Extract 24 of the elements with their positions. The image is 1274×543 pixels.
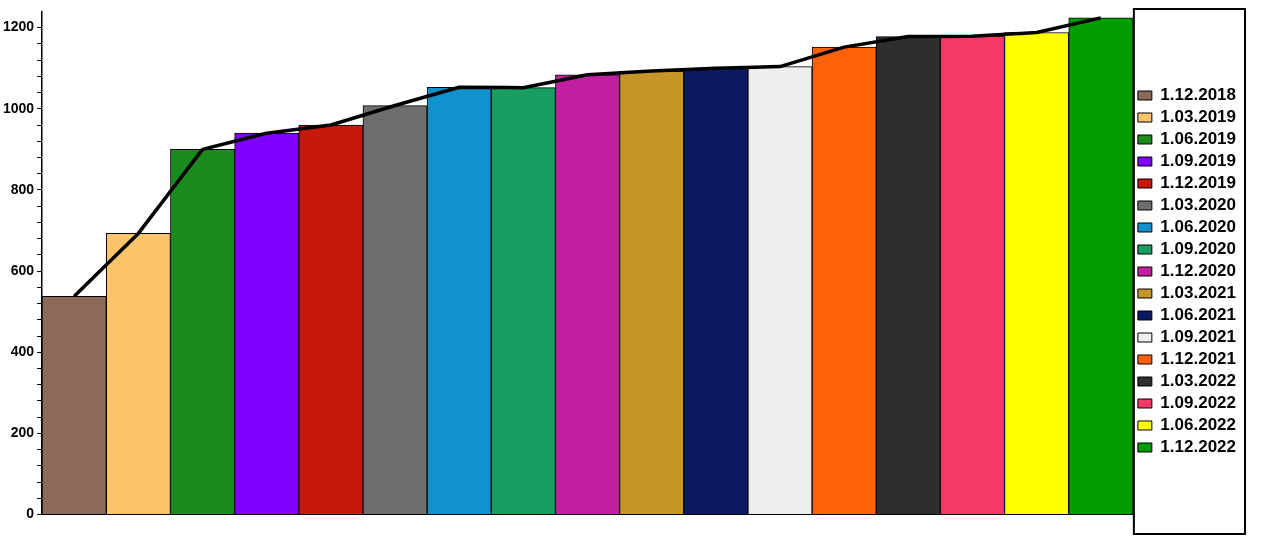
y-tick-label: 1000 (2, 99, 35, 116)
legend-label: 1.06.2019 (1160, 129, 1237, 149)
legend-label: 1.12.2021 (1160, 349, 1237, 369)
legend-label: 1.09.2019 (1160, 151, 1237, 171)
legend-label: 1.06.2022 (1160, 415, 1237, 435)
legend-label: 1.09.2022 (1160, 393, 1237, 413)
legend-label: 1.03.2022 (1160, 371, 1237, 391)
y-tick-label: 200 (10, 424, 35, 441)
legend-label: 1.12.2019 (1160, 173, 1237, 193)
legend-label: 1.12.2020 (1160, 261, 1237, 281)
y-tick-label: 800 (10, 180, 35, 197)
legend-label: 1.03.2020 (1160, 195, 1237, 215)
legend-label: 1.12.2022 (1160, 437, 1237, 457)
legend-label: 1.06.2020 (1160, 217, 1237, 237)
y-tick-label: 0 (26, 505, 35, 522)
legend-label: 1.06.2021 (1160, 305, 1237, 325)
legend-label: 1.03.2021 (1160, 283, 1237, 303)
legend-label: 1.09.2020 (1160, 239, 1237, 259)
legend-label: 1.03.2019 (1160, 107, 1237, 127)
y-tick-label: 1200 (2, 18, 35, 35)
y-tick-label: 400 (10, 343, 35, 360)
legend-label: 1.12.2018 (1160, 85, 1237, 105)
legend-label: 1.09.2021 (1160, 327, 1237, 347)
y-tick-label: 600 (10, 261, 35, 278)
